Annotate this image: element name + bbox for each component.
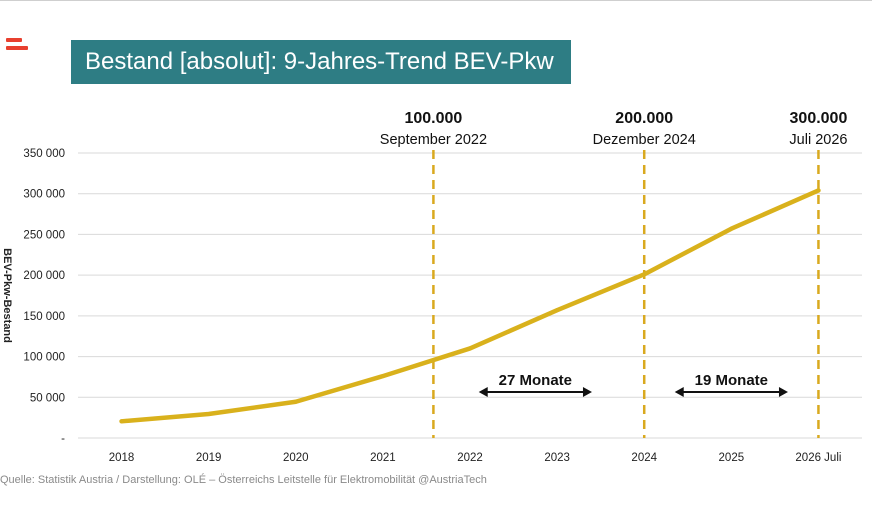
chart-title: Bestand [absolut]: 9-Jahres-Trend BEV-Pk… — [71, 40, 571, 84]
data-point — [729, 226, 734, 231]
chart: - 50 000 100 000 150 000 200 000 250 000 300 0… — [1, 110, 862, 464]
milestone-lines — [432, 150, 820, 438]
y-tick-label: 200 000 — [23, 270, 65, 282]
interval-label: 19 Monate — [695, 372, 768, 389]
data-point — [468, 346, 472, 351]
top-rule — [0, 0, 872, 1]
x-tick-label: 2022 — [457, 452, 483, 464]
milestone-date: Juli 2026 — [789, 132, 847, 148]
milestone-value: 100.000 — [404, 110, 462, 127]
y-tick-label: 350 000 — [23, 148, 65, 160]
milestone-date: September 2022 — [380, 132, 487, 148]
data-point — [555, 308, 560, 313]
interval-annotations: 27 Monate 19 Monate — [478, 372, 788, 397]
x-tick-label: 2019 — [196, 452, 222, 464]
data-point — [816, 188, 821, 193]
x-tick-label: 2023 — [544, 452, 570, 464]
y-tick-label: 150 000 — [23, 311, 65, 323]
x-tick-label: 2024 — [631, 452, 657, 464]
milestone-date: Dezember 2024 — [593, 132, 696, 148]
arrowhead-right-icon — [582, 387, 592, 397]
arrowhead-left-icon — [478, 387, 488, 397]
source-note: Quelle: Statistik Austria / Darstellung:… — [0, 474, 487, 486]
x-tick-label: 2020 — [283, 452, 309, 464]
data-point — [293, 399, 298, 404]
y-tick-label: 100 000 — [23, 352, 65, 364]
y-tick-label: 250 000 — [23, 229, 65, 241]
milestone-value: 300.000 — [790, 110, 848, 127]
y-axis: - 50 000 100 000 150 000 200 000 250 000 300 0… — [1, 148, 65, 445]
y-tick-label: 300 000 — [23, 189, 65, 201]
interval-label: 27 Monate — [499, 372, 572, 389]
x-tick-label: 2025 — [719, 452, 745, 464]
milestone-annotations: 100.000 September 2022 200.000 Dezember 202… — [380, 110, 848, 148]
x-tick-label: 2018 — [109, 452, 135, 464]
y-tick-label: 50 000 — [30, 392, 65, 404]
milestone-value: 200.000 — [615, 110, 673, 127]
data-point — [119, 419, 124, 424]
data-point — [206, 411, 211, 416]
austria-flag-icon — [6, 38, 28, 54]
y-tick-label: - — [61, 433, 65, 445]
gridlines — [78, 152, 862, 439]
x-tick-label: 2026 Juli — [795, 452, 841, 464]
x-axis: 2018 2019 2020 2021 2022 2023 2024 2025 2026 Jul… — [109, 452, 842, 464]
data-point — [642, 272, 647, 277]
y-axis-label: BEV-Pkw-Bestand — [1, 248, 13, 343]
series — [119, 188, 821, 424]
arrowhead-left-icon — [674, 387, 684, 397]
data-point — [380, 374, 385, 379]
arrowhead-right-icon — [778, 387, 788, 397]
x-tick-label: 2021 — [370, 452, 396, 464]
